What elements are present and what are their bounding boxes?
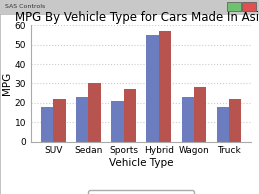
- Bar: [159, 31, 171, 142]
- Bar: [227, 2, 241, 11]
- Bar: [41, 107, 53, 142]
- Bar: [89, 83, 101, 142]
- Y-axis label: MPG: MPG: [2, 72, 12, 95]
- Bar: [146, 35, 159, 142]
- Bar: [217, 107, 229, 142]
- Bar: [76, 97, 89, 142]
- Bar: [111, 101, 124, 142]
- Bar: [182, 97, 194, 142]
- Bar: [194, 87, 206, 142]
- Bar: [242, 2, 256, 11]
- Text: SAS Controls: SAS Controls: [5, 4, 45, 9]
- Legend: City, Highway: City, Highway: [88, 190, 194, 194]
- X-axis label: Vehicle Type: Vehicle Type: [109, 158, 174, 168]
- Bar: [124, 89, 136, 142]
- Title: MPG By Vehicle Type for Cars Made In Asia: MPG By Vehicle Type for Cars Made In Asi…: [16, 11, 259, 24]
- Bar: [229, 99, 241, 142]
- Bar: [53, 99, 66, 142]
